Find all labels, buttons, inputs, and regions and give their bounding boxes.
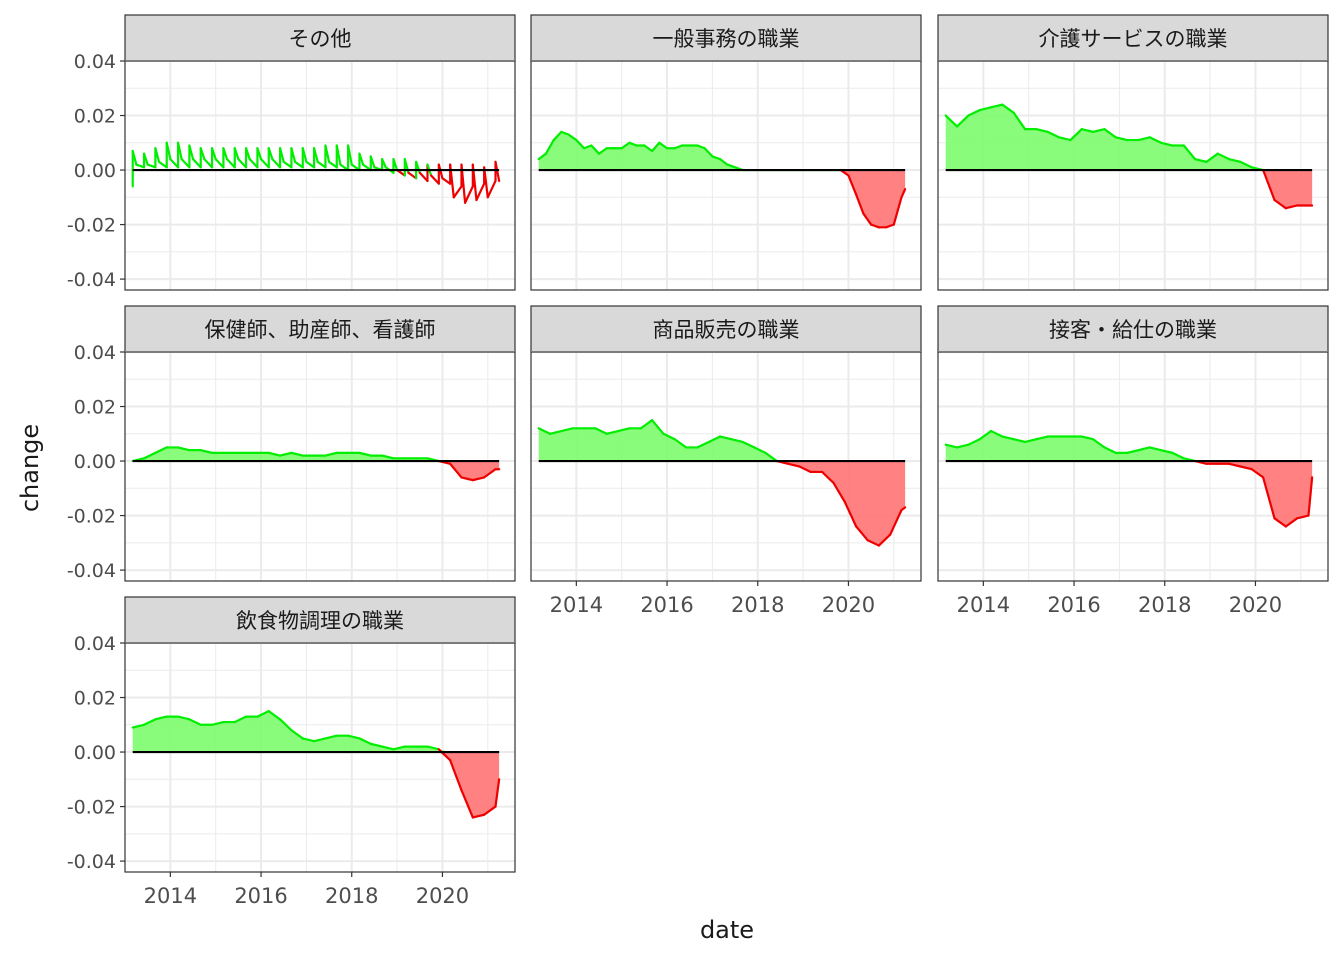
series-group [133,143,500,203]
positive-area [946,105,1312,170]
negative-area [539,461,905,546]
facet-title: 商品販売の職業 [653,318,800,342]
series-group [133,447,500,480]
facet-panel: 商品販売の職業 2014 2016 2018 2020 [531,306,921,617]
y-tick-label: 0.00 [74,742,116,764]
panel-border [125,61,515,290]
negative-area [946,170,1312,208]
negative-area [133,461,499,480]
series-line-segment [329,162,337,167]
y-tick-label: 0.02 [74,688,116,710]
series-group [133,711,500,818]
series-group [539,132,906,228]
x-tick-label: 2018 [1138,593,1191,617]
x-tick-label: 2020 [822,593,875,617]
y-tick-label: -0.04 [67,560,116,582]
series-line-segment [306,162,314,167]
y-tick-label: 0.04 [74,342,116,364]
series-line-segment [193,159,201,167]
series-line-segment [284,162,292,167]
x-tick-label: 2016 [1047,593,1100,617]
y-tick-label: -0.04 [67,851,116,873]
y-tick-label: -0.02 [67,797,116,819]
x-tick-label: 2018 [731,593,784,617]
negative-area [133,752,499,817]
series-line-segment [465,186,473,202]
x-tick-label: 2020 [1229,593,1282,617]
series-line-segment [159,162,167,167]
facet-title: 介護サービスの職業 [1039,27,1228,51]
facet-panel: 飲食物調理の職業 0.04 0.02 0.00 -0.02 -0.04 2014 2016 20… [67,597,515,908]
series-line-segment [170,159,178,167]
series-line-segment [431,176,439,184]
x-tick-label: 2018 [325,884,378,908]
series-line-segment [442,178,450,183]
x-tick-label: 2014 [550,593,603,617]
y-tick-label: 0.02 [74,397,116,419]
facet-panel: 接客・給仕の職業 2014 2016 2018 2020 [938,306,1328,617]
x-axis-label: date [700,916,754,944]
series-line-segment [272,159,280,167]
x-tick-label: 2014 [144,884,197,908]
series-line-segment [250,159,258,167]
x-tick-label: 2014 [957,593,1010,617]
y-tick-label: -0.04 [67,269,116,291]
positive-area [539,420,905,461]
series-line-segment [488,181,496,197]
x-tick-label: 2016 [234,884,287,908]
y-tick-label: 0.00 [74,160,116,182]
y-tick-label: 0.04 [74,633,116,655]
positive-area [539,132,905,170]
series-line-segment [136,165,144,168]
facet-title: 一般事務の職業 [653,27,800,51]
series-line-segment [420,173,428,181]
facet-panel: 介護サービスの職業 [938,15,1328,290]
facet-title: 飲食物調理の職業 [236,609,404,633]
facet-panel: 一般事務の職業 [531,15,921,290]
facet-title: その他 [289,27,352,51]
series-line-segment [238,159,246,167]
series-group [539,420,906,546]
y-tick-label: 0.00 [74,451,116,473]
y-axis-label: change [16,424,44,512]
facet-title: 接客・給仕の職業 [1049,318,1217,342]
y-tick-label: 0.02 [74,106,116,128]
series-line-segment [261,159,269,167]
series-line-segment [318,162,326,167]
x-tick-label: 2020 [416,884,469,908]
series-group [946,105,1313,209]
series-line-segment [227,159,235,167]
facet-panel: 保健師、助産師、看護師 0.04 0.02 0.00 -0.02 -0.04 [67,306,515,582]
x-tick-label: 2016 [640,593,693,617]
series-line-segment [216,159,224,167]
positive-area [133,711,499,752]
facet-panel: その他 0.04 0.02 0.00 -0.02 -0.04 [67,15,515,291]
y-tick-label: 0.04 [74,51,116,73]
series-line-segment [408,173,416,178]
facet-title: 保健師、助産師、看護師 [205,318,436,342]
y-tick-label: -0.02 [67,506,116,528]
series-group [946,431,1313,527]
series-line-segment [182,159,190,167]
y-tick-label: -0.02 [67,215,116,237]
series-line-segment [204,159,212,167]
series-line-segment [148,165,156,168]
series-line-segment [454,186,462,197]
negative-area [946,461,1312,526]
series-line-segment [295,162,303,167]
